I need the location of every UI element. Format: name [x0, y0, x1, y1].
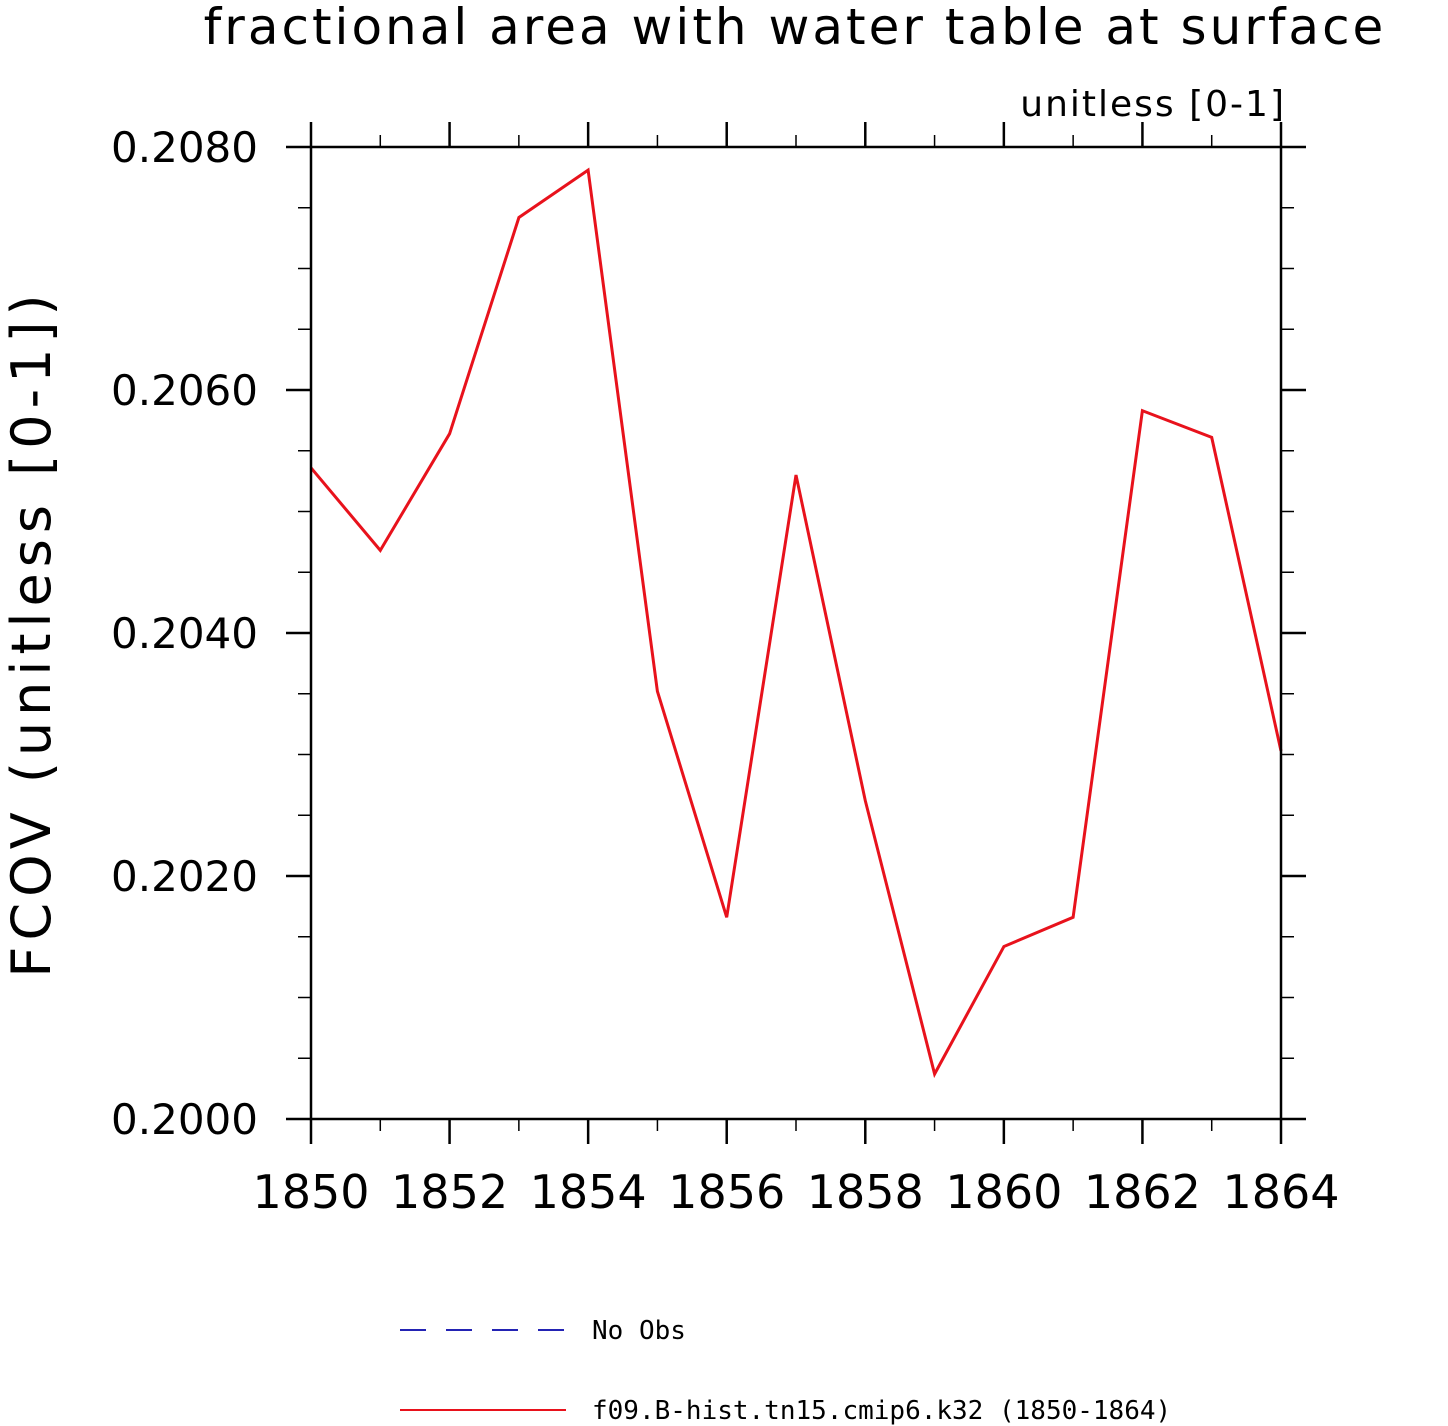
x-tick-label: 1860 — [945, 1165, 1062, 1219]
x-tick-label: 1850 — [252, 1165, 369, 1219]
x-tick-label: 1862 — [1084, 1165, 1201, 1219]
units-label: unitless [0-1] — [1020, 84, 1286, 125]
plot-frame — [309, 145, 1283, 1121]
x-tick-label: 1852 — [391, 1165, 508, 1219]
minor-ticks — [298, 135, 1294, 1131]
x-tick-label: 1856 — [668, 1165, 785, 1219]
major-ticks — [286, 122, 1306, 1144]
legend-label-no-obs: No Obs — [592, 1316, 686, 1346]
chart-title: fractional area with water table at surf… — [204, 0, 1387, 56]
x-tick-label: 1854 — [530, 1165, 647, 1219]
legend: No Obs f09.B-hist.tn15.cmip6.k32 (1850-1… — [400, 1316, 1171, 1426]
y-tick-label: 0.2020 — [111, 852, 258, 901]
y-axis-label: FCOV (unitless [0-1]) — [0, 288, 63, 977]
series-layer — [309, 167, 1283, 1079]
y-tick-label: 0.2040 — [111, 609, 258, 658]
legend-label-model: f09.B-hist.tn15.cmip6.k32 (1850-1864) — [592, 1396, 1171, 1426]
x-tick-label: 1858 — [807, 1165, 924, 1219]
y-tick-label: 0.2060 — [111, 366, 258, 415]
y-tick-label: 0.2080 — [111, 123, 258, 172]
series-line-model — [309, 167, 1283, 1079]
x-tick-label: 1864 — [1222, 1165, 1339, 1219]
x-tick-labels: 1850 1852 1854 1856 1858 1860 1862 1864 — [252, 1165, 1339, 1219]
y-tick-label: 0.2000 — [111, 1095, 258, 1144]
y-tick-labels: 0.2000 0.2020 0.2040 0.2060 0.2080 — [111, 123, 258, 1144]
